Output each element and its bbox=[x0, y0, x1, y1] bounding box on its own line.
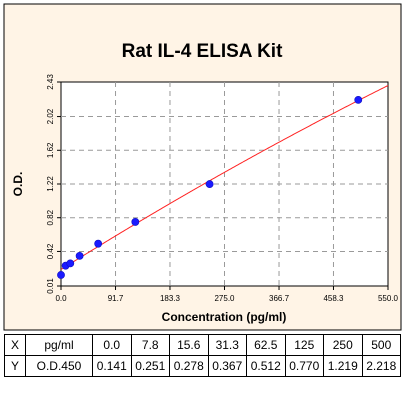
table-cell: 0.512 bbox=[246, 355, 286, 377]
table-cell: 0.367 bbox=[207, 355, 247, 377]
y-tick-label: 0.01 bbox=[46, 278, 55, 294]
data-point bbox=[66, 259, 75, 268]
row-axis-label: X bbox=[4, 334, 26, 356]
grid-lines bbox=[61, 82, 388, 286]
y-tick-label: 1.62 bbox=[46, 142, 55, 158]
x-tick-label: 366.7 bbox=[269, 294, 290, 303]
x-tick-label: 0.0 bbox=[55, 294, 67, 303]
data-table: X pg/ml 0.0 7.8 15.6 31.3 62.5 125 250 5… bbox=[4, 334, 401, 377]
y-tick-label: 0.82 bbox=[46, 209, 55, 225]
chart-title: Rat IL-4 ELISA Kit bbox=[122, 41, 283, 62]
fit-curve bbox=[60, 85, 389, 270]
table-cell: 0.770 bbox=[284, 355, 324, 377]
row-unit-label: O.D.450 bbox=[25, 355, 93, 377]
table-row-x: X pg/ml 0.0 7.8 15.6 31.3 62.5 125 250 5… bbox=[4, 334, 401, 356]
x-tick-label: 458.3 bbox=[323, 294, 344, 303]
data-point bbox=[205, 180, 214, 188]
x-axis-ticks: 0.0 91.7 183.3 275.0 366.7 458.3 550.0 bbox=[55, 286, 399, 303]
table-cell: 0.0 bbox=[92, 334, 132, 356]
row-axis-label: Y bbox=[4, 355, 26, 377]
table-row-y: Y O.D.450 0.141 0.251 0.278 0.367 0.512 … bbox=[4, 355, 401, 377]
y-tick-label: 0.42 bbox=[46, 243, 55, 259]
data-point bbox=[57, 271, 65, 279]
table-cell: 1.219 bbox=[323, 355, 363, 377]
table-cell: 15.6 bbox=[169, 334, 209, 356]
x-tick-label: 183.3 bbox=[160, 294, 181, 303]
x-tick-label: 550.0 bbox=[378, 294, 399, 303]
table-cell: 250 bbox=[323, 334, 363, 356]
table-cell: 31.3 bbox=[207, 334, 247, 356]
y-tick-label: 1.22 bbox=[46, 176, 55, 192]
table-cell: 7.8 bbox=[130, 334, 170, 356]
table-cell: 2.218 bbox=[361, 355, 401, 377]
data-point bbox=[75, 252, 84, 260]
chart-svg: Rat IL-4 ELISA Kit 0.0 91.7 183.3 275.0 366.… bbox=[3, 3, 402, 331]
y-axis-label: O.D. bbox=[11, 172, 25, 197]
table-cell: 125 bbox=[284, 334, 324, 356]
x-tick-label: 275.0 bbox=[214, 294, 235, 303]
table-cell: 0.278 bbox=[169, 355, 209, 377]
y-tick-label: 2.02 bbox=[46, 108, 55, 124]
chart-panel: Rat IL-4 ELISA Kit 0.0 91.7 183.3 275.0 366.… bbox=[3, 3, 402, 331]
y-tick-label: 2.43 bbox=[46, 74, 55, 90]
table-cell: 500 bbox=[361, 334, 401, 356]
data-point bbox=[94, 239, 103, 248]
data-points bbox=[57, 95, 363, 279]
table-cell: 0.251 bbox=[130, 355, 170, 377]
table-cell: 0.141 bbox=[92, 355, 132, 377]
x-axis-label: Concentration (pg/ml) bbox=[162, 310, 287, 324]
table-cell: 62.5 bbox=[246, 334, 286, 356]
x-tick-label: 91.7 bbox=[108, 294, 124, 303]
y-axis-ticks: 0.01 0.42 0.82 1.22 1.62 2.02 2.43 bbox=[46, 74, 61, 294]
data-point bbox=[131, 218, 140, 226]
row-unit-label: pg/ml bbox=[25, 334, 93, 356]
data-point bbox=[354, 95, 363, 104]
